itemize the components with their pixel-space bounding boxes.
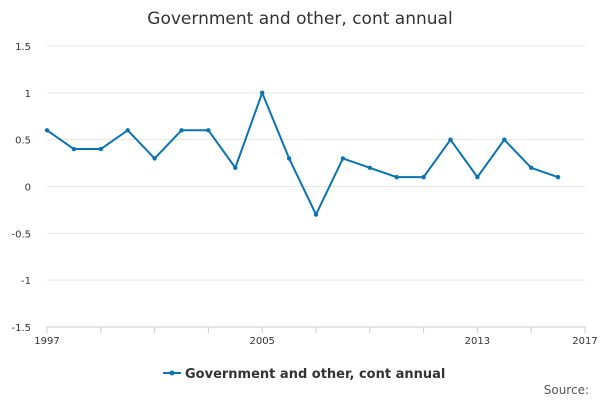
data-point[interactable] xyxy=(260,90,265,96)
data-point[interactable] xyxy=(71,146,77,152)
data-point[interactable] xyxy=(421,174,426,180)
y-tick-label: 1 xyxy=(25,89,31,100)
y-tick-label: -1.5 xyxy=(11,323,31,334)
legend-label: Government and other, cont annual xyxy=(185,367,445,382)
x-tick-label: 2013 xyxy=(465,336,490,347)
data-point[interactable] xyxy=(502,137,507,142)
data-point[interactable] xyxy=(555,174,561,180)
gridlines xyxy=(47,45,585,281)
series-line xyxy=(46,91,559,216)
data-point[interactable] xyxy=(44,128,50,133)
data-point[interactable] xyxy=(313,212,319,217)
legend[interactable]: Government and other, cont annual xyxy=(163,367,445,382)
x-axis-ticks xyxy=(46,327,586,333)
data-point[interactable] xyxy=(152,156,157,161)
series-layer xyxy=(44,90,561,217)
x-tick-label: 1997 xyxy=(34,336,59,347)
data-point[interactable] xyxy=(448,137,453,142)
y-tick-label: 0 xyxy=(25,183,31,194)
legend-point-marker xyxy=(169,370,175,376)
data-point[interactable] xyxy=(179,128,184,133)
data-point[interactable] xyxy=(475,174,480,180)
data-point[interactable] xyxy=(394,174,399,180)
x-axis-labels: 1997 2005 2013 2017 xyxy=(34,336,597,347)
y-tick-label: -1 xyxy=(21,276,31,287)
data-point[interactable] xyxy=(206,128,211,133)
y-tick-label: 1.5 xyxy=(15,42,31,53)
x-tick-label: 2005 xyxy=(249,336,274,347)
source-label: Source: xyxy=(544,383,589,397)
x-tick-label: 2017 xyxy=(572,336,597,347)
data-point[interactable] xyxy=(233,165,238,170)
data-point[interactable] xyxy=(98,146,104,152)
data-point[interactable] xyxy=(340,156,346,161)
data-point[interactable] xyxy=(529,165,534,170)
data-point[interactable] xyxy=(286,156,292,161)
data-point[interactable] xyxy=(125,128,130,133)
y-tick-label: 0.5 xyxy=(15,136,31,147)
y-axis-labels: 1.5 1 0.5 0 -0.5 -1 -1.5 xyxy=(11,42,31,334)
chart-title: Government and other, cont annual xyxy=(147,9,452,29)
y-tick-label: -0.5 xyxy=(11,229,31,240)
data-point[interactable] xyxy=(367,165,372,170)
